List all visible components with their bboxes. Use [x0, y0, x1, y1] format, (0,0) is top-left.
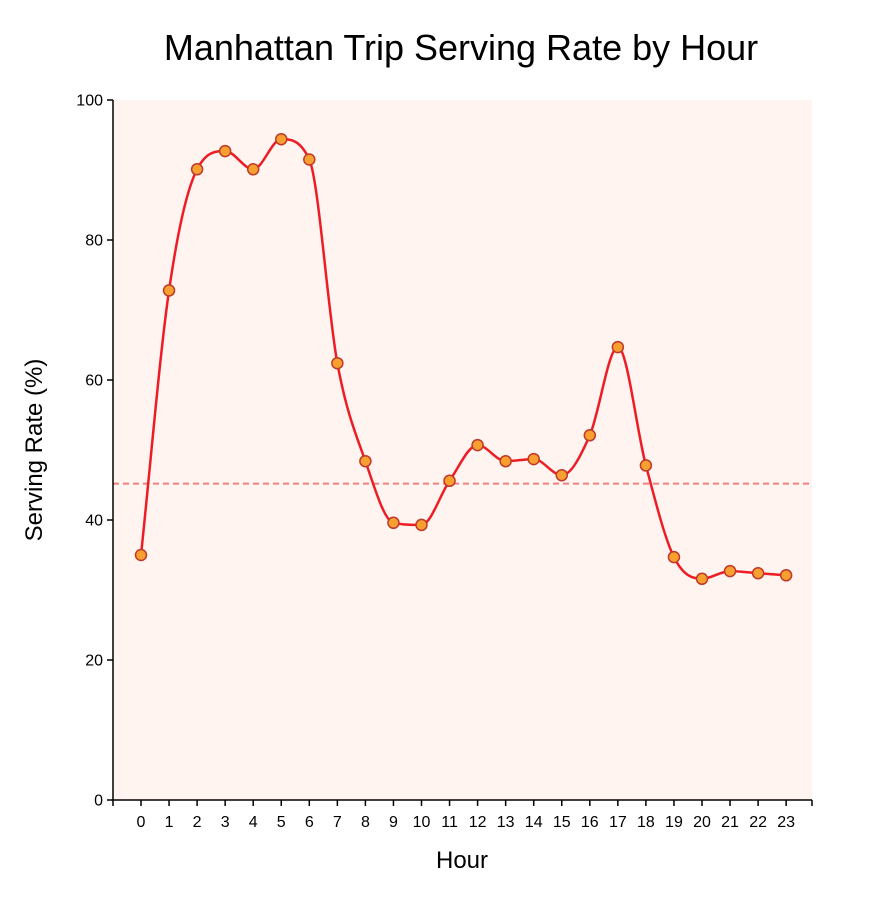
- x-tick-label: 11: [441, 814, 458, 831]
- data-point: [779, 569, 793, 582]
- plot-background: [113, 100, 812, 800]
- data-point: [695, 572, 709, 586]
- y-tick-label: 0: [94, 793, 103, 810]
- x-tick-label: 4: [249, 814, 258, 831]
- data-point-layer: [134, 132, 793, 586]
- x-tick-label: 23: [777, 814, 795, 831]
- x-tick-label: 1: [165, 814, 174, 831]
- chart-title: Manhattan Trip Serving Rate by Hour: [164, 27, 758, 68]
- x-tick-label: 5: [277, 814, 286, 831]
- x-tick-label: 17: [609, 814, 627, 831]
- x-tick-label: 0: [137, 814, 146, 831]
- x-tick-label: 13: [497, 814, 515, 831]
- data-point: [443, 474, 456, 488]
- x-axis-label: Hour: [436, 847, 488, 874]
- data-point: [415, 518, 428, 532]
- data-point: [190, 163, 204, 176]
- data-point: [723, 564, 737, 578]
- x-tick-label: 21: [721, 814, 739, 831]
- data-point: [667, 550, 681, 564]
- data-point: [246, 163, 260, 176]
- x-tick-label: 15: [553, 814, 571, 831]
- y-axis-label: Serving Rate (%): [21, 359, 48, 542]
- data-point: [555, 468, 568, 482]
- x-tick-label: 8: [361, 814, 370, 831]
- data-point: [303, 153, 316, 166]
- y-tick-label: 80: [85, 233, 103, 250]
- x-tick-label: 18: [637, 814, 655, 831]
- x-tick-label: 2: [193, 814, 202, 831]
- data-point: [359, 454, 372, 468]
- data-point: [499, 454, 512, 468]
- y-tick-label: 40: [85, 513, 103, 530]
- x-tick-label: 22: [749, 814, 767, 831]
- data-point: [527, 452, 540, 466]
- x-tick-label: 12: [469, 814, 487, 831]
- y-tick-label: 100: [76, 93, 103, 110]
- y-tick-label: 20: [85, 653, 103, 670]
- data-point: [218, 144, 232, 158]
- data-point: [751, 566, 765, 580]
- x-tick-label: 10: [413, 814, 431, 831]
- data-point: [387, 516, 400, 530]
- data-point: [639, 459, 653, 472]
- data-point: [331, 356, 344, 370]
- x-tick-label: 14: [525, 814, 543, 831]
- data-point: [583, 429, 597, 442]
- data-point: [275, 132, 288, 146]
- x-tick-label: 3: [221, 814, 230, 831]
- x-tick-label: 7: [333, 814, 342, 831]
- data-point: [162, 284, 176, 297]
- y-tick-label: 60: [85, 373, 103, 390]
- x-tick-label: 20: [693, 814, 711, 831]
- x-tick-label: 9: [389, 814, 398, 831]
- data-point: [611, 340, 625, 354]
- x-tick-label: 19: [665, 814, 683, 831]
- y-axis: 0 20 40 60 80 100: [76, 93, 114, 810]
- data-point: [134, 548, 148, 562]
- x-tick-label: 6: [305, 814, 314, 831]
- x-axis: 0 1 2 3 4 5 6 7 8 9 10 11 12 13 14 15 16 17 18 19 20 21 22 23: [112, 799, 813, 831]
- data-point: [471, 438, 484, 452]
- x-tick-label: 16: [581, 814, 599, 831]
